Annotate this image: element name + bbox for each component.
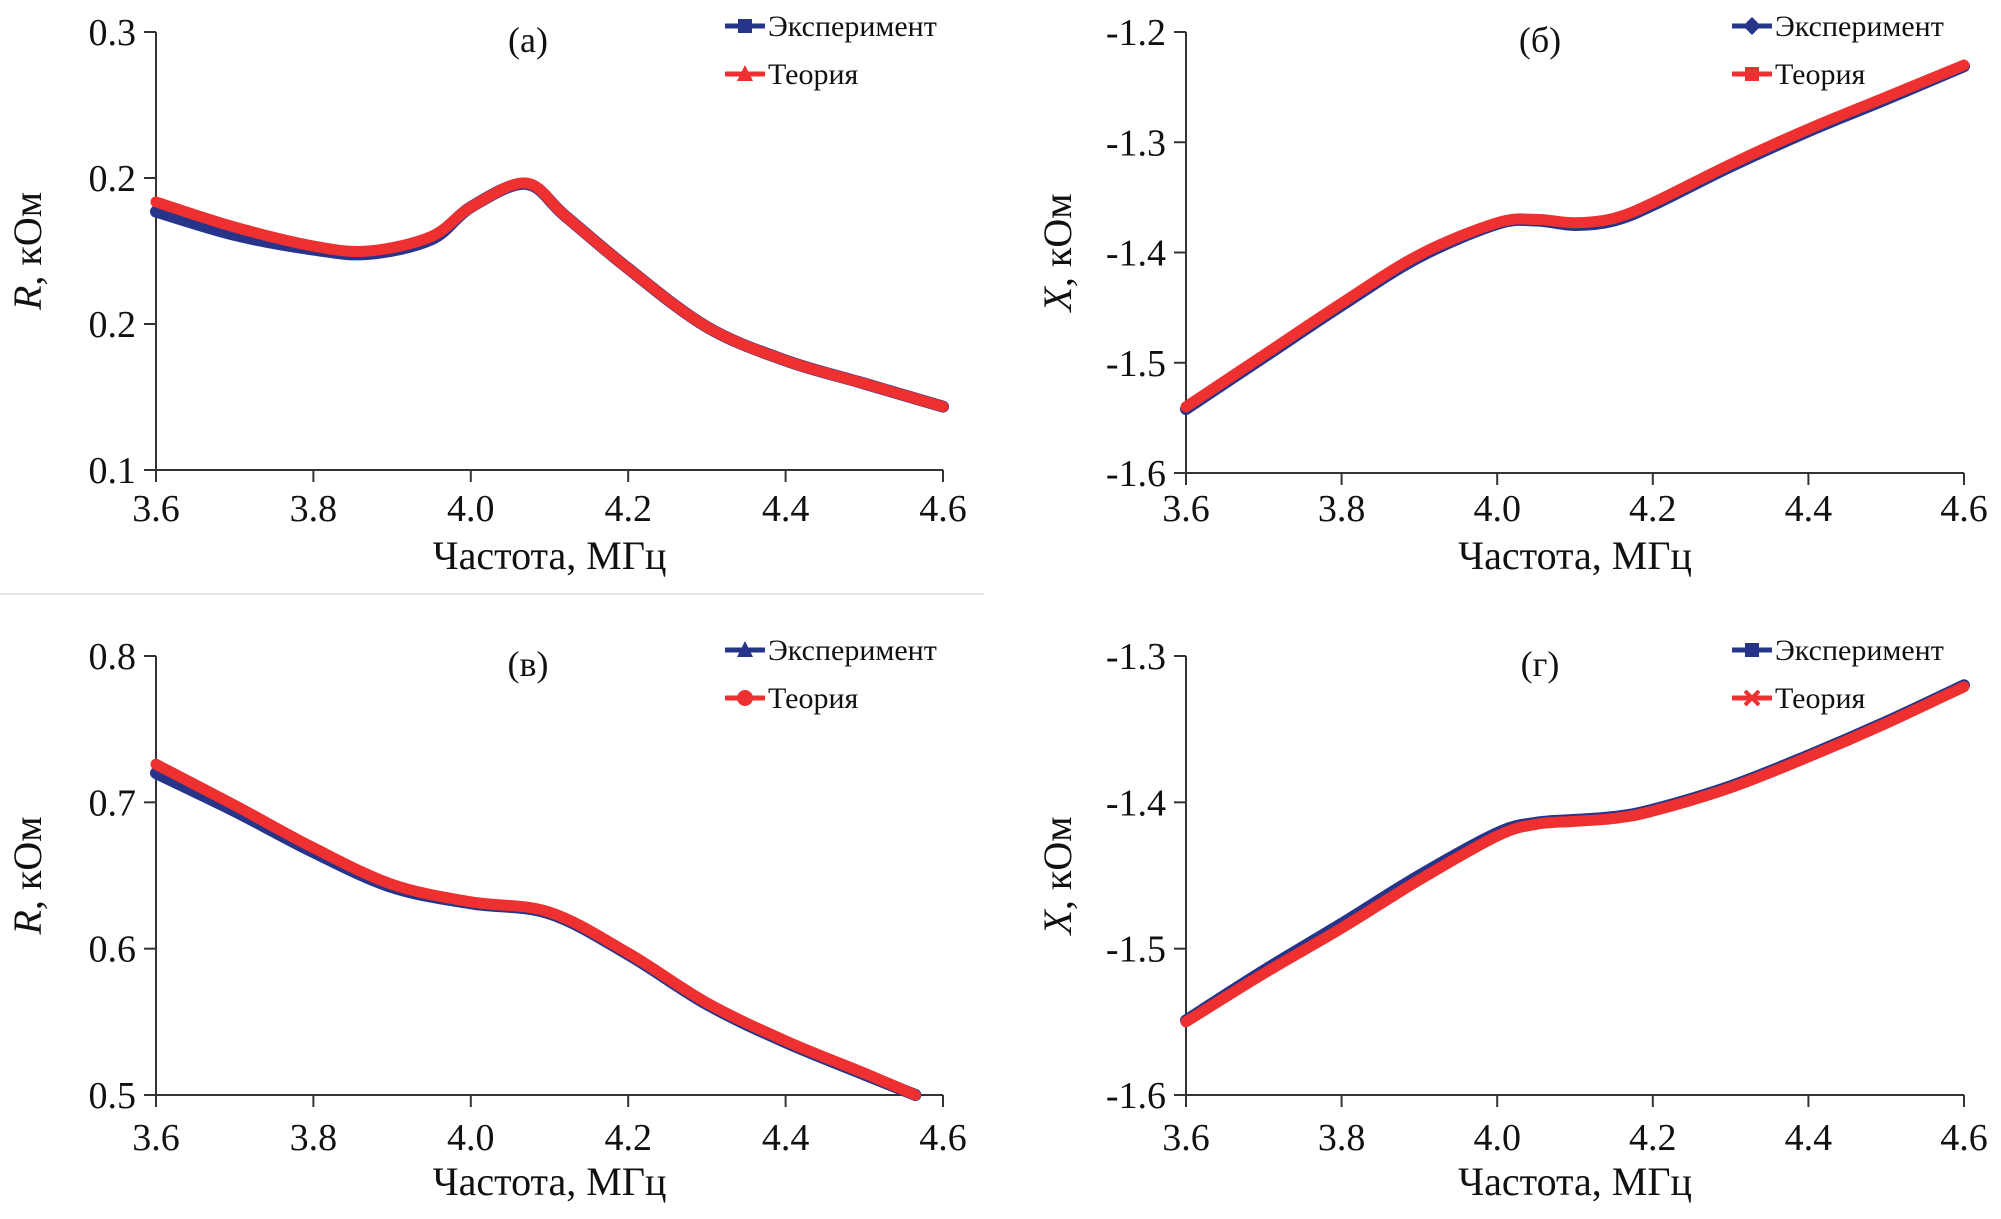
x-tick-label: 4.4 [1785, 1117, 1833, 1159]
y-axis-title-unit: , кОм [1035, 193, 1080, 287]
y-tick-label: -1.5 [1106, 343, 1166, 385]
legend-item-theory: Теория [725, 58, 859, 91]
chart-panel-4: -1.6 -1.5 -1.4 -1.3 3.6 3.8 4.0 4.2 4.4 4.6 Частот… [1035, 634, 1988, 1204]
x-tick-label: 3.8 [1318, 488, 1366, 530]
x-tick-label: 3.6 [132, 1117, 180, 1159]
chart-panel-2: -1.6 -1.5 -1.4 -1.3 -1.2 3.6 3.8 4.0 4.2 4.4 4.6 Ча… [1035, 10, 1988, 578]
legend-item-theory: Теория [1732, 58, 1866, 91]
legend-label: Теория [768, 58, 859, 91]
legend-item-theory: Теория [1732, 682, 1866, 715]
x-tick-label: 4.0 [447, 488, 495, 530]
panel-label: (в) [508, 644, 549, 684]
x-tick-label: 4.0 [1473, 1117, 1521, 1159]
y-axis-title: R, кОм [5, 192, 50, 311]
x-tick-label: 4.0 [1473, 488, 1521, 530]
legend-label: Эксперимент [768, 634, 937, 667]
panel-label: (а) [508, 20, 548, 60]
x-tick-label: 4.2 [604, 1117, 652, 1159]
y-tick-label: -1.6 [1106, 453, 1166, 495]
y-axis-title-variable: R [5, 910, 50, 935]
x-axis-title: Частота, МГц [433, 533, 667, 578]
x-tick-label: 4.2 [1629, 1117, 1677, 1159]
x-tick-label: 4.4 [762, 1117, 810, 1159]
y-tick-label: 0.2 [89, 304, 137, 346]
legend-label: Теория [1775, 682, 1866, 715]
chart-panel-1: 0.1 0.2 0.2 0.3 3.6 3.8 4.0 4.2 4.4 4.6 Частота, М… [5, 10, 967, 578]
x-axis-title: Частота, МГц [1458, 1159, 1692, 1204]
y-tick-label: 0.5 [89, 1075, 137, 1117]
y-tick-label: -1.3 [1106, 636, 1166, 678]
x-tick-label: 3.6 [1162, 1117, 1210, 1159]
legend-label: Эксперимент [1775, 634, 1944, 667]
x-tick-label: 4.6 [919, 1117, 967, 1159]
panel-label: (г) [1521, 644, 1560, 684]
legend-item-experiment: Эксперимент [725, 634, 937, 667]
legend-marker-circle-icon [737, 690, 753, 706]
legend-label: Эксперимент [1775, 10, 1944, 43]
y-axis-title-variable: R [5, 286, 50, 311]
x-axis-title: Частота, МГц [433, 1159, 667, 1204]
y-axis-title-unit: , кОм [1035, 816, 1080, 910]
y-tick-label: 0.3 [89, 12, 137, 54]
legend-marker-triangle-icon [737, 641, 753, 657]
panel-label: (б) [1519, 20, 1561, 60]
x-tick-label: 4.6 [1940, 1117, 1988, 1159]
y-tick-label: -1.4 [1106, 782, 1166, 824]
y-axis-title: X, кОм [1035, 193, 1080, 313]
legend-item-experiment: Эксперимент [1732, 634, 1944, 667]
x-tick-label: 3.8 [290, 488, 338, 530]
legend-marker-triangle-icon [737, 65, 753, 81]
y-axis-title-unit: , кОм [5, 192, 50, 286]
x-tick-label: 4.2 [1629, 488, 1677, 530]
y-axis-title-variable: X [1035, 909, 1080, 937]
y-tick-label: 0.6 [89, 929, 137, 971]
x-tick-label: 4.2 [604, 488, 652, 530]
y-tick-label: -1.4 [1106, 233, 1166, 275]
series-line-theory [1180, 59, 1970, 413]
legend-label: Теория [768, 682, 859, 715]
x-tick-label: 4.4 [762, 488, 810, 530]
x-tick-label: 3.6 [1162, 488, 1210, 530]
y-tick-label: 0.7 [89, 782, 137, 824]
legend-marker-star-icon [1743, 689, 1761, 707]
y-axis-title: R, кОм [5, 816, 50, 935]
legend-marker-square-icon [1745, 67, 1759, 81]
legend-item-experiment: Эксперимент [1732, 10, 1944, 43]
y-axis-title-variable: X [1035, 286, 1080, 314]
y-tick-label: -1.5 [1106, 929, 1166, 971]
series-line-theory [1180, 681, 1970, 1028]
y-tick-label: -1.3 [1106, 122, 1166, 164]
x-axis-title: Частота, МГц [1458, 533, 1692, 578]
x-tick-label: 4.0 [447, 1117, 495, 1159]
x-tick-label: 3.8 [290, 1117, 338, 1159]
y-tick-label: -1.6 [1106, 1075, 1166, 1117]
y-axis-title-unit: , кОм [5, 816, 50, 910]
y-tick-label: 0.1 [89, 450, 137, 492]
legend-marker-square-icon [738, 19, 752, 33]
series-line-theory [150, 758, 921, 1101]
legend-marker-diamond-icon [1743, 17, 1761, 35]
y-tick-label: 0.2 [89, 158, 137, 200]
legend-label: Теория [1775, 58, 1866, 91]
legend-label: Эксперимент [768, 10, 937, 43]
x-tick-label: 3.8 [1318, 1117, 1366, 1159]
y-axis-title: X, кОм [1035, 816, 1080, 936]
legend-item-experiment: Эксперимент [725, 10, 937, 43]
x-tick-label: 4.6 [919, 488, 967, 530]
legend-marker-square-icon [1745, 643, 1759, 657]
x-tick-label: 4.4 [1785, 488, 1833, 530]
y-tick-label: -1.2 [1106, 12, 1166, 54]
x-tick-label: 4.6 [1940, 488, 1988, 530]
chart-panel-3: 0.5 0.6 0.7 0.8 3.6 3.8 4.0 4.2 4.4 4.6 Частота, М… [5, 634, 967, 1204]
y-tick-label: 0.8 [89, 636, 137, 678]
x-tick-label: 3.6 [132, 488, 180, 530]
series-line-theory [150, 177, 949, 413]
legend-item-theory: Теория [725, 682, 859, 715]
